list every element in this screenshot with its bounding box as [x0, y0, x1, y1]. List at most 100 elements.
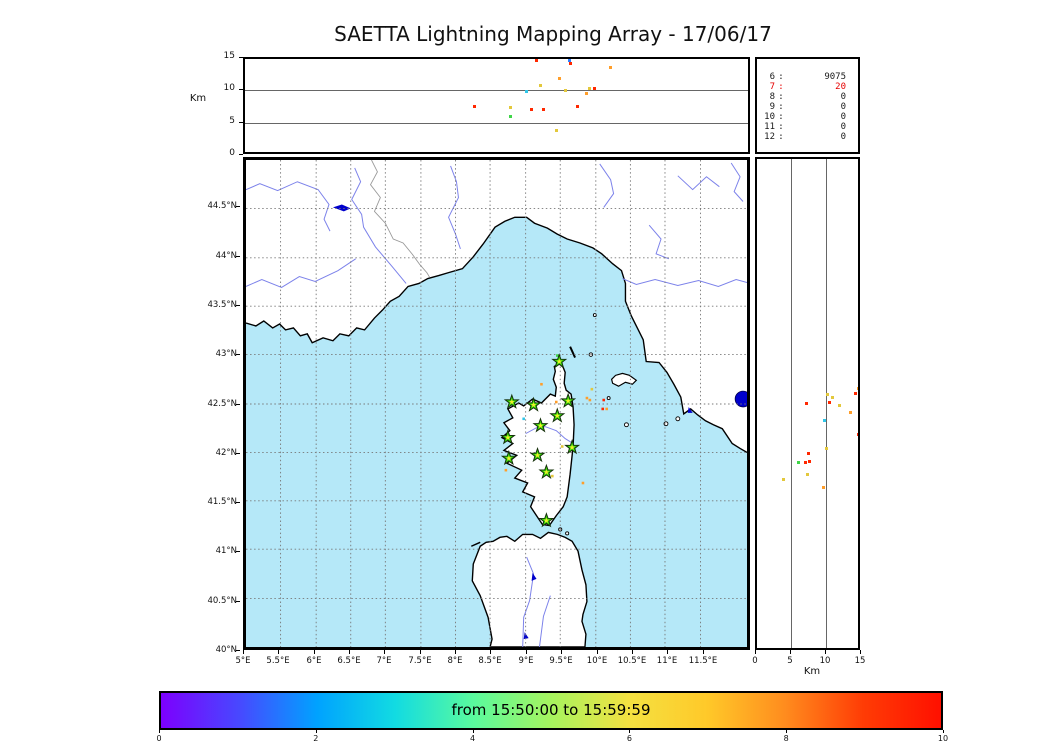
tick-mark [239, 121, 243, 123]
tick-mark [278, 650, 279, 654]
colorbar-label: from 15:50:00 to 15:59:59 [451, 701, 651, 719]
tick-mark [943, 730, 944, 733]
colorbar-tick-label: 6 [626, 734, 632, 743]
tick-mark [455, 650, 456, 654]
lightning-point [575, 104, 579, 108]
tick-mark [236, 205, 240, 207]
station-star-center [556, 358, 563, 364]
count-value: 0 [840, 132, 846, 142]
y-tick-label: 44°N [215, 251, 237, 261]
colorbar-tick-label: 0 [156, 734, 162, 743]
count-level: 6 [769, 72, 775, 82]
x-tick-label: 9°E [518, 656, 534, 666]
count-row: 7: 20 [757, 82, 858, 92]
count-level: 7 [769, 82, 775, 92]
lightning-point [540, 382, 543, 386]
station-counts-list: 6: 9075 7: 20 8: 0 9: 0 10: 0 11: 0 12: 0 [757, 59, 858, 142]
lightning-point [524, 89, 528, 93]
tick-mark [490, 650, 491, 654]
station-star-center [569, 444, 575, 450]
colorbar-tick-label: 10 [937, 734, 949, 743]
lightning-point [807, 459, 811, 463]
lightning-point [581, 481, 585, 485]
lightning-point [805, 472, 809, 476]
islet [606, 396, 611, 400]
gridline [826, 159, 827, 648]
lightning-point [781, 477, 785, 481]
y-tick-label: 15 [223, 51, 235, 61]
lightning-point [472, 104, 476, 108]
station-star-center [565, 398, 571, 404]
tick-mark [860, 650, 861, 654]
x-tick-label: 7.5°E [408, 656, 432, 666]
tick-mark [703, 650, 704, 654]
y-tick-label: 43.5°N [207, 300, 237, 310]
lightning-point [830, 395, 834, 399]
y-tick-label: 42.5°N [207, 399, 237, 409]
x-tick-label: 11.5°E [688, 656, 718, 666]
tick-mark [236, 550, 240, 552]
gridline [245, 90, 748, 91]
map-canvas [246, 160, 747, 647]
lake-bolsena [734, 390, 747, 408]
lightning-point [508, 114, 512, 118]
lightning-point [853, 391, 857, 395]
lightning-point [825, 392, 829, 396]
lightning-point [822, 418, 826, 422]
tick-mark [236, 353, 240, 355]
colorbar-tick-label: 8 [783, 734, 789, 743]
tick-mark [629, 730, 631, 733]
tick-mark [239, 153, 243, 155]
count-value: 0 [840, 92, 846, 102]
count-value: 0 [840, 112, 846, 122]
tick-mark [243, 650, 244, 654]
station-star-center [534, 452, 541, 458]
lightning-point [837, 403, 841, 407]
altitude-longitude-panel [243, 57, 750, 154]
x-tick-label: 5 [787, 656, 793, 666]
sea [246, 217, 747, 647]
islet [565, 531, 570, 536]
lightning-point [522, 417, 525, 421]
pianosa-island [624, 422, 629, 428]
count-colon: : [778, 102, 784, 112]
lightning-point [557, 76, 561, 80]
x-tick-label: 10 [819, 656, 831, 666]
tick-mark [349, 650, 350, 654]
lightning-point [508, 105, 512, 109]
gridline [245, 123, 748, 124]
station-star-center [543, 517, 550, 523]
count-colon: : [778, 82, 784, 92]
count-colon: : [778, 92, 784, 102]
count-level: 8 [769, 92, 775, 102]
y-tick-label: 5 [229, 116, 235, 126]
tick-mark [236, 649, 240, 651]
count-value: 20 [835, 82, 846, 92]
count-level: 10 [764, 112, 775, 122]
tick-mark [472, 730, 474, 733]
station-counts-panel: 6: 9075 7: 20 8: 0 9: 0 10: 0 11: 0 12: 0 [755, 57, 860, 154]
count-colon: : [778, 72, 784, 82]
tick-mark [561, 650, 562, 654]
tick-mark [236, 452, 240, 454]
tick-mark [632, 650, 633, 654]
lightning-point [554, 400, 558, 404]
tick-mark [236, 403, 240, 405]
map-panel [243, 157, 750, 650]
x-tick-label: 6.5°E [337, 656, 361, 666]
lightning-point [803, 460, 807, 464]
top-panel-ylabel: Km [189, 93, 207, 104]
tick-mark [236, 304, 240, 306]
lightning-point [806, 451, 810, 455]
tick-mark [315, 730, 317, 733]
giglio-island [675, 416, 681, 422]
station-star-center [505, 434, 511, 440]
y-tick-label: 42°N [215, 448, 237, 458]
x-tick-label: 15 [854, 656, 866, 666]
count-row: 6: 9075 [757, 72, 858, 82]
tick-mark [159, 730, 160, 733]
figure-title: SAETTA Lightning Mapping Array - 17/06/1… [334, 22, 772, 46]
count-row: 9: 0 [757, 102, 858, 112]
count-row: 10: 0 [757, 112, 858, 122]
